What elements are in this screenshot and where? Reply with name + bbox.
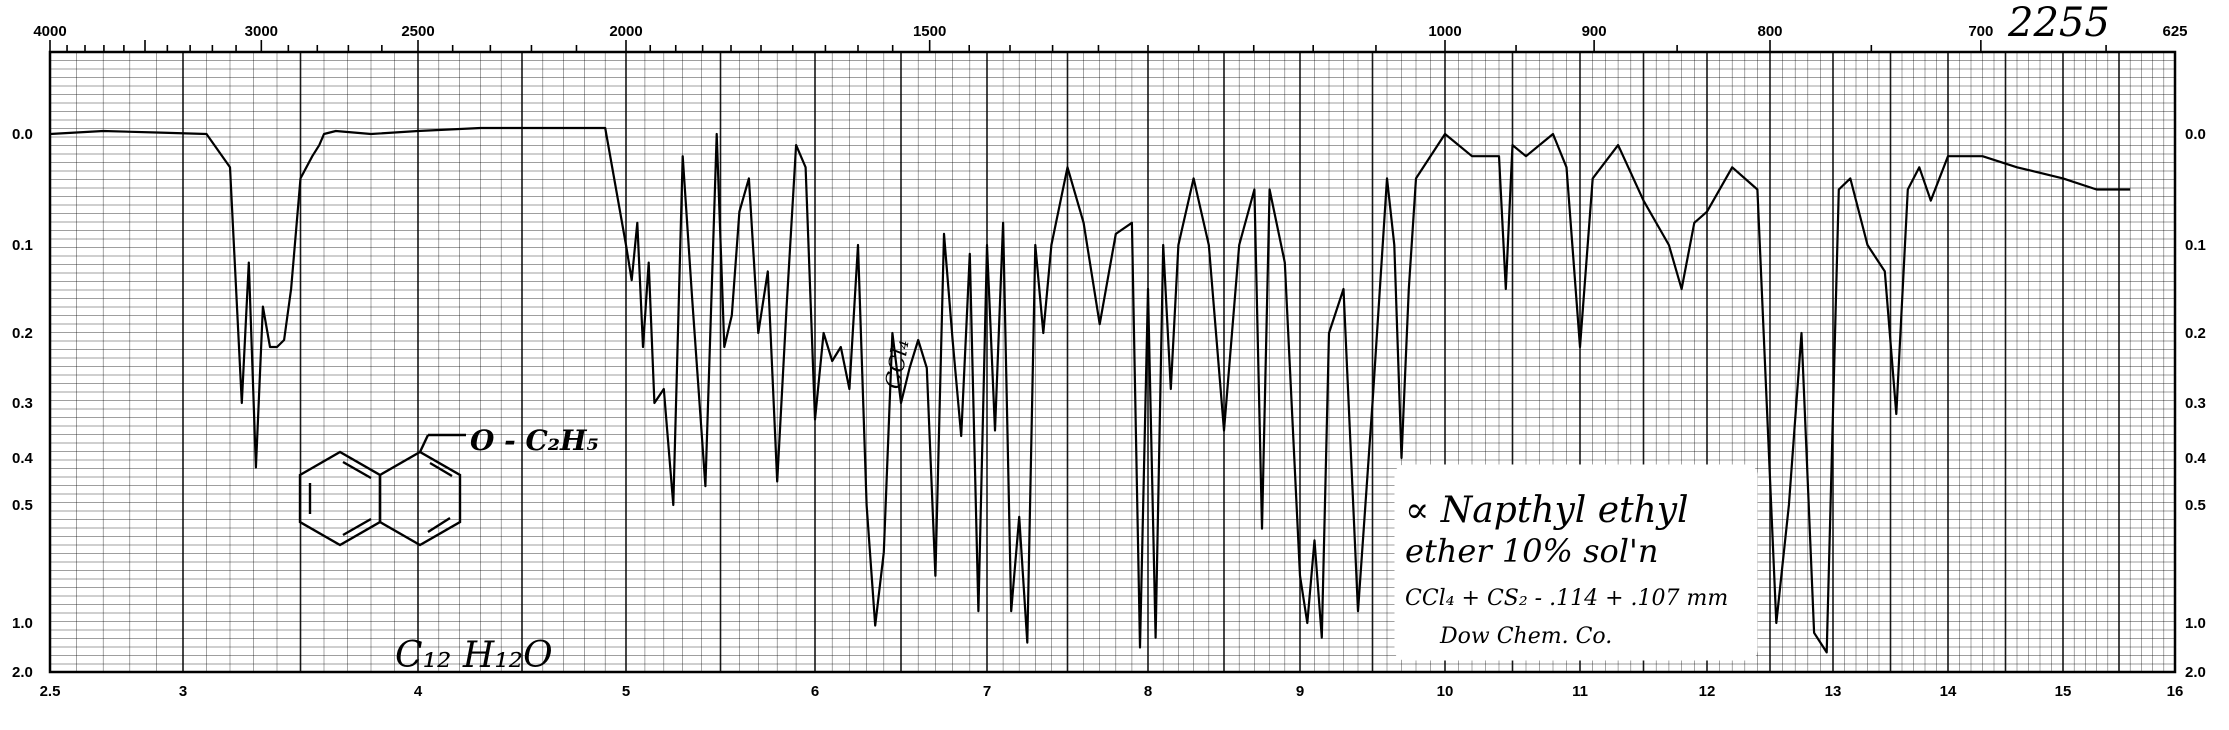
x-tick-label: 6 bbox=[811, 683, 819, 700]
x-top-tick-label: 900 bbox=[1582, 23, 1607, 40]
y-tick-label-right: 0.2 bbox=[2185, 325, 2206, 342]
y-tick-label: 0.4 bbox=[12, 450, 34, 467]
y-tick-label: 2.0 bbox=[12, 664, 33, 681]
x-tick-label: 7 bbox=[983, 683, 991, 700]
naphthalene-structure bbox=[298, 433, 466, 547]
x-tick-label: 2.5 bbox=[40, 683, 61, 700]
x-tick-label: 16 bbox=[2167, 683, 2184, 700]
sample-description-line: ether 10% sol'n bbox=[1405, 532, 1658, 570]
x-top-tick-label: 625 bbox=[2162, 23, 2187, 40]
y-tick-label-right: 1.0 bbox=[2185, 615, 2206, 632]
x-tick-label: 15 bbox=[2055, 683, 2072, 700]
substituent-label: O - C₂H₅ bbox=[470, 424, 599, 457]
x-tick-label: 3 bbox=[179, 683, 187, 700]
y-tick-label: 0.3 bbox=[12, 395, 33, 412]
y-tick-label: 0.1 bbox=[12, 237, 33, 254]
source-line: Dow Chem. Co. bbox=[1439, 624, 1612, 649]
x-tick-label: 8 bbox=[1144, 683, 1152, 700]
x-top-tick-label: 700 bbox=[1968, 23, 1993, 40]
y-tick-label-right: 0.5 bbox=[2185, 497, 2206, 514]
y-tick-label-right: 0.3 bbox=[2185, 395, 2206, 412]
x-tick-label: 13 bbox=[1825, 683, 1842, 700]
x-tick-label: 9 bbox=[1296, 683, 1304, 700]
y-tick-label-right: 2.0 bbox=[2185, 664, 2206, 681]
x-tick-label: 5 bbox=[622, 683, 630, 700]
x-top-tick-label: 2500 bbox=[401, 23, 434, 40]
x-top-tick-label: 4000 bbox=[33, 23, 66, 40]
x-top-tick-label: 800 bbox=[1757, 23, 1782, 40]
y-tick-label-right: 0.1 bbox=[2185, 237, 2206, 254]
sample-label-box: ∝ Napthyl ethyl ether 10% sol'n CCl₄ + C… bbox=[1394, 464, 1758, 661]
spectrum-line bbox=[49, 126, 2131, 654]
y-tick-label: 0.0 bbox=[12, 126, 33, 143]
y-tick-label-right: 0.0 bbox=[2185, 126, 2206, 143]
x-tick-label: 4 bbox=[414, 683, 423, 700]
y-axis-right: 0.0 0.1 0.2 0.3 0.4 0.5 1.0 2.0 bbox=[2185, 126, 2207, 681]
catalog-number: 2255 bbox=[2007, 0, 2110, 46]
bottom-wavelength-axis: 2.5 3 4 5 6 7 8 9 10 11 12 13 14 15 16 bbox=[40, 683, 2184, 700]
x-top-tick-label: 3000 bbox=[245, 23, 278, 40]
y-tick-label: 0.5 bbox=[12, 497, 33, 514]
y-tick-label-right: 0.4 bbox=[2185, 450, 2207, 467]
x-top-tick-label: 2000 bbox=[609, 23, 642, 40]
x-top-tick-label: 1500 bbox=[913, 23, 946, 40]
x-top-tick-label: 1000 bbox=[1428, 23, 1461, 40]
x-tick-label: 10 bbox=[1437, 683, 1454, 700]
solvent-line: CCl₄ + CS₂ - .114 + .107 mm bbox=[1405, 586, 1728, 611]
y-axis-left: 0.0 0.1 0.2 0.3 0.4 0.5 1.0 2.0 bbox=[12, 126, 34, 681]
sample-name-line: ∝ Napthyl ethyl bbox=[1405, 490, 1689, 531]
x-tick-label: 11 bbox=[1572, 683, 1588, 700]
y-tick-label: 0.2 bbox=[12, 325, 33, 342]
x-tick-label: 12 bbox=[1699, 683, 1716, 700]
top-wavenumber-axis: 4000 3000 2500 2000 1500 1000 900 800 700 625 bbox=[33, 23, 2188, 52]
x-tick-label: 14 bbox=[1940, 683, 1957, 700]
molecular-formula: C₁₂ H₁₂O bbox=[395, 635, 553, 676]
y-tick-label: 1.0 bbox=[12, 615, 33, 632]
